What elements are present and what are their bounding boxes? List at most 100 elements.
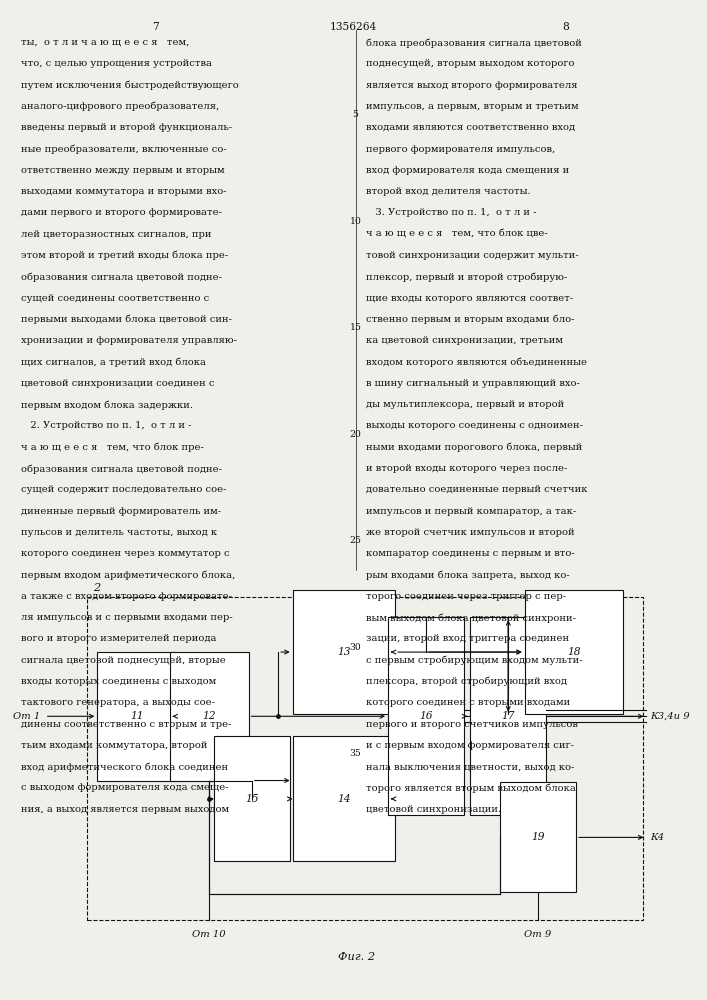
Text: 1356264: 1356264 [330,22,377,32]
Text: диненные первый формирователь им-: диненные первый формирователь им- [21,507,221,516]
Text: 19: 19 [531,832,544,842]
Text: 20: 20 [350,430,361,439]
Text: 18: 18 [567,647,580,657]
Text: довательно соединенные первый счетчик: довательно соединенные первый счетчик [366,485,588,494]
Text: От 9: От 9 [524,930,551,939]
Text: которого соединен с вторыми входами: которого соединен с вторыми входами [366,698,571,707]
Text: торого является вторым выходом блока: торого является вторым выходом блока [366,784,576,793]
Text: ка цветовой синхронизации, третьим: ка цветовой синхронизации, третьим [366,336,563,345]
Text: входами являются соответственно вход: входами являются соответственно вход [366,123,575,132]
Text: в шину сигнальный и управляющий вхо-: в шину сигнальный и управляющий вхо- [366,379,580,388]
Text: и второй входы которого через после-: и второй входы которого через после- [366,464,568,473]
Text: торого соединен через триггер с пер-: торого соединен через триггер с пер- [366,592,566,601]
Text: первым входом блока задержки.: первым входом блока задержки. [21,400,193,410]
Text: поднесущей, вторым выходом которого: поднесущей, вторым выходом которого [366,59,575,68]
Bar [388,617,464,815]
Bar [98,652,176,781]
Text: импульсов, а первым, вторым и третьим: импульсов, а первым, вторым и третьим [366,102,579,111]
Text: 7: 7 [152,22,159,32]
Text: этом второй и третий входы блока пре-: этом второй и третий входы блока пре- [21,251,228,260]
Text: вым выходом блока цветовой синхрони-: вым выходом блока цветовой синхрони- [366,613,576,623]
Text: ты,  о т л и ч а ю щ е е с я   тем,: ты, о т л и ч а ю щ е е с я тем, [21,38,189,47]
Text: первого формирователя импульсов,: первого формирователя импульсов, [366,145,556,154]
Text: входом которого являются объединенные: входом которого являются объединенные [366,358,588,367]
Text: К4: К4 [650,833,664,842]
Text: лей цветоразностных сигналов, при: лей цветоразностных сигналов, при [21,230,211,239]
Text: плексор, первый и второй стробирую-: плексор, первый и второй стробирую- [366,272,568,282]
Text: 15: 15 [245,794,259,804]
Text: 2. Устройство по п. 1,  о т л и -: 2. Устройство по п. 1, о т л и - [21,421,192,430]
Text: которого соединен через коммутатор с: которого соединен через коммутатор с [21,549,230,558]
Bar [214,736,290,861]
Text: рым входами блока запрета, выход ко-: рым входами блока запрета, выход ко- [366,570,570,580]
Text: 11: 11 [130,711,144,721]
Text: ными входами порогового блока, первый: ными входами порогового блока, первый [366,443,583,452]
Text: импульсов и первый компаратор, а так-: импульсов и первый компаратор, а так- [366,507,576,516]
Text: ля импульсов и с первыми входами пер-: ля импульсов и с первыми входами пер- [21,613,233,622]
Bar [170,652,249,781]
Text: первым входом арифметического блока,: первым входом арифметического блока, [21,570,235,580]
Text: вход арифметического блока соединен: вход арифметического блока соединен [21,762,228,772]
Text: От 1: От 1 [13,712,40,721]
Text: 14: 14 [337,794,351,804]
Text: 25: 25 [350,536,361,545]
Text: хронизации и формирователя управляю-: хронизации и формирователя управляю- [21,336,238,345]
Text: с выходом формирователя кода смеще-: с выходом формирователя кода смеще- [21,784,229,792]
Text: цветовой синхронизации.: цветовой синхронизации. [366,805,501,814]
Text: плексора, второй стробирующий вход: плексора, второй стробирующий вход [366,677,567,687]
Text: 3. Устройство по п. 1,  о т л и -: 3. Устройство по п. 1, о т л и - [366,208,537,217]
Text: цветовой синхронизации соединен с: цветовой синхронизации соединен с [21,379,215,388]
Text: ные преобразователи, включенные со-: ные преобразователи, включенные со- [21,145,227,154]
Text: сущей соединены соответственно с: сущей соединены соответственно с [21,294,209,303]
Text: пульсов и делитель частоты, выход к: пульсов и делитель частоты, выход к [21,528,217,537]
Text: 15: 15 [350,323,361,332]
Text: 5: 5 [353,110,358,119]
Text: входы которых соединены с выходом: входы которых соединены с выходом [21,677,216,686]
Text: ч а ю щ е е с я   тем, что блок пре-: ч а ю щ е е с я тем, что блок пре- [21,443,204,452]
Text: образования сигнала цветовой подне-: образования сигнала цветовой подне- [21,272,222,282]
Text: ответственно между первым и вторым: ответственно между первым и вторым [21,166,225,175]
Text: тактового генератора, а выходы сое-: тактового генератора, а выходы сое- [21,698,215,707]
Text: с первым стробирующим входом мульти-: с первым стробирующим входом мульти- [366,656,583,665]
Text: выходами коммутатора и вторыми вхо-: выходами коммутатора и вторыми вхо- [21,187,227,196]
Text: сущей содержит последовательно сое-: сущей содержит последовательно сое- [21,485,227,494]
Text: вход формирователя кода смещения и: вход формирователя кода смещения и [366,166,569,175]
Text: ды мультиплексора, первый и второй: ды мультиплексора, первый и второй [366,400,564,409]
Text: 30: 30 [350,643,361,652]
Text: щих сигналов, а третий вход блока: щих сигналов, а третий вход блока [21,358,206,367]
Text: тьим входами коммутатора, второй: тьим входами коммутатора, второй [21,741,208,750]
Text: вого и второго измерителей периода: вого и второго измерителей периода [21,634,217,643]
Text: блока преобразования сигнала цветовой: блока преобразования сигнала цветовой [366,38,582,47]
Text: дами первого и второго формировате-: дами первого и второго формировате- [21,208,222,217]
Text: 8: 8 [562,22,569,32]
Bar [293,736,395,861]
Text: путем исключения быстродействующего: путем исключения быстродействующего [21,81,239,90]
Text: что, с целью упрощения устройства: что, с целью упрощения устройства [21,59,212,68]
Bar [525,590,624,714]
Text: 12: 12 [202,711,216,721]
Text: зации, второй вход триггера соединен: зации, второй вход триггера соединен [366,634,569,643]
Text: является выход второго формирователя: является выход второго формирователя [366,81,578,90]
Text: введены первый и второй функциональ-: введены первый и второй функциональ- [21,123,233,132]
Text: От 10: От 10 [192,930,226,939]
Text: К3,4и 9: К3,4и 9 [650,712,689,721]
Text: 2: 2 [93,583,100,593]
Text: динены соответственно с вторым и тре-: динены соответственно с вторым и тре- [21,720,232,729]
Text: первого и второго счетчиков импульсов: первого и второго счетчиков импульсов [366,720,578,729]
Text: 16: 16 [419,711,433,721]
Text: же второй счетчик импульсов и второй: же второй счетчик импульсов и второй [366,528,575,537]
Bar [500,782,576,892]
Text: второй вход делителя частоты.: второй вход делителя частоты. [366,187,531,196]
Text: щие входы которого являются соответ-: щие входы которого являются соответ- [366,294,573,303]
Text: 10: 10 [350,217,361,226]
Text: компаратор соединены с первым и вто-: компаратор соединены с первым и вто- [366,549,575,558]
Text: и с первым входом формирователя сиг-: и с первым входом формирователя сиг- [366,741,574,750]
Text: 17: 17 [501,711,515,721]
Bar [293,590,395,714]
Text: выходы которого соединены с одноимен-: выходы которого соединены с одноимен- [366,421,583,430]
Text: аналого-цифрового преобразователя,: аналого-цифрового преобразователя, [21,102,219,111]
Text: нала выключения цветности, выход ко-: нала выключения цветности, выход ко- [366,762,575,771]
Text: сигнала цветовой поднесущей, вторые: сигнала цветовой поднесущей, вторые [21,656,226,665]
Text: 35: 35 [350,749,361,758]
Text: 13: 13 [337,647,351,657]
